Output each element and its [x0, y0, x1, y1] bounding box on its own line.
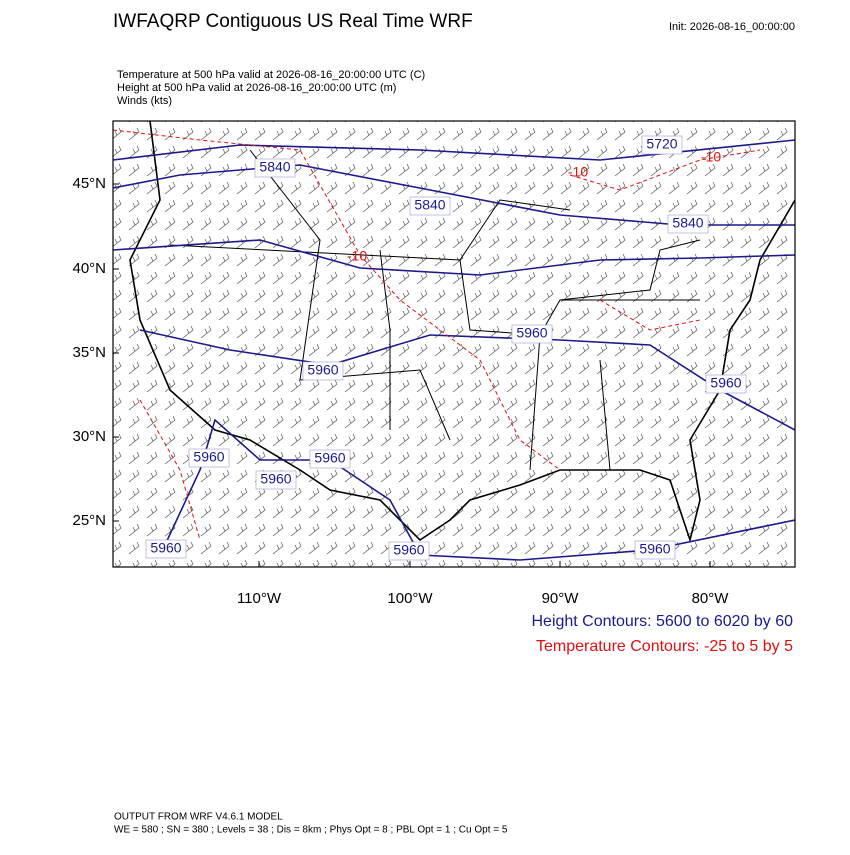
footer-model: OUTPUT FROM WRF V4.6.1 MODEL — [114, 812, 283, 823]
height-contour-label: 5960 — [314, 450, 345, 466]
lat-label: 25°N — [72, 512, 106, 529]
subtitle: Winds (kts) — [117, 95, 172, 107]
lon-label: 100°W — [387, 590, 433, 607]
height-contour-label: 5960 — [516, 325, 547, 341]
temperature-legend: Temperature Contours: -25 to 5 by 5 — [536, 638, 793, 655]
height-contour-label: 5960 — [639, 541, 670, 557]
height-contour-label: 5840 — [259, 159, 290, 175]
contour-label-box — [705, 374, 747, 394]
height-contour-label: 5960 — [260, 471, 291, 487]
height-contour-label: 5840 — [414, 197, 445, 213]
contour-label-box — [409, 196, 451, 216]
lat-label: 40°N — [72, 260, 106, 277]
contour-label-box — [302, 361, 344, 381]
wind-barbs — [113, 121, 795, 567]
height-contour-label: 5960 — [307, 362, 338, 378]
state-borders — [169, 149, 701, 471]
lon-label: 90°W — [542, 590, 580, 607]
height-contour-label: 5960 — [710, 375, 741, 391]
temperature-contour-label: -10 — [701, 149, 721, 165]
contour-label-box — [309, 449, 351, 469]
contour-label-box — [254, 158, 296, 178]
lat-label: 45°N — [72, 175, 106, 192]
height-contour-label: 5840 — [672, 215, 703, 231]
map-frame — [112, 120, 796, 568]
subtitle: Height at 500 hPa valid at 2026-08-16_20… — [117, 82, 396, 94]
contour-label-box — [188, 448, 230, 468]
contour-label-box — [667, 214, 709, 234]
subtitle: Temperature at 500 hPa valid at 2026-08-… — [117, 69, 425, 81]
contour-label-box — [388, 541, 430, 561]
temperature-contour-label: -10 — [347, 248, 367, 264]
coastline — [129, 121, 795, 543]
temperature-contour-label: -10 — [568, 164, 588, 180]
map-area — [113, 121, 795, 567]
footer-settings: WE = 580 ; SN = 380 ; Levels = 38 ; Dis … — [114, 825, 508, 836]
lat-label: 30°N — [72, 428, 106, 445]
lat-label: 35°N — [72, 344, 106, 361]
init-time: Init: 2026-08-16_00:00:00 — [669, 21, 795, 33]
height-legend: Height Contours: 5600 to 6020 by 60 — [531, 613, 793, 630]
contour-label-box — [145, 539, 187, 559]
contour-label-box — [255, 470, 297, 490]
lon-label: 80°W — [692, 590, 730, 607]
height-contour-label: 5960 — [393, 542, 424, 558]
height-contour-label: 5720 — [646, 136, 677, 152]
height-contour-label: 5960 — [193, 449, 224, 465]
contour-label-box — [511, 324, 553, 344]
contour-label-box — [634, 540, 676, 560]
title: IWFAQRP Contiguous US Real Time WRF — [113, 11, 473, 32]
contour-label-box — [641, 135, 683, 155]
lon-label: 110°W — [237, 590, 282, 607]
temperature-contours — [113, 129, 761, 541]
height-contour-label: 5960 — [150, 540, 181, 556]
height-contours — [113, 139, 795, 561]
